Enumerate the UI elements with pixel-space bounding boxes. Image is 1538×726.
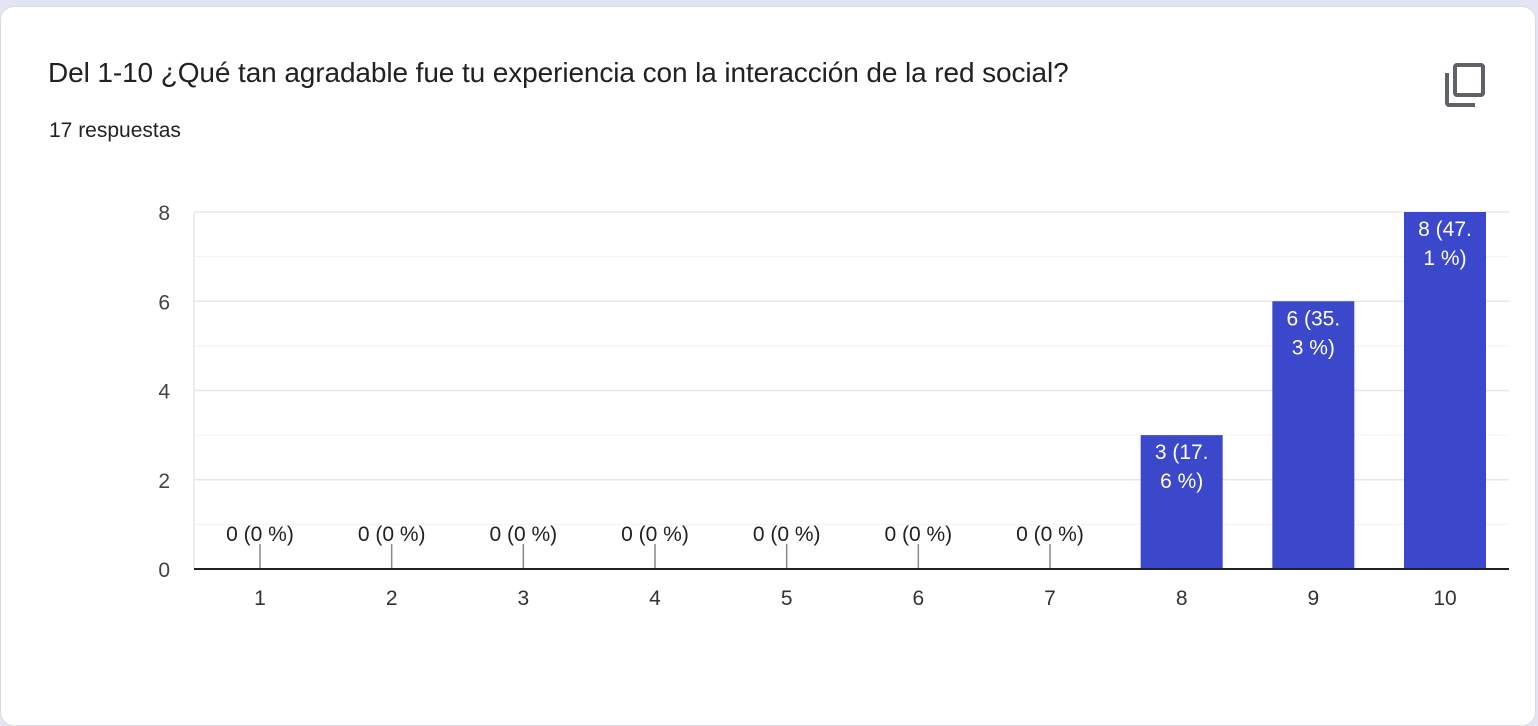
bar-data-label: 0 (0 %)	[621, 523, 689, 546]
x-tick-label: 4	[649, 587, 661, 610]
bar-data-label: 6 %)	[1160, 470, 1203, 493]
y-tick-label: 2	[158, 470, 170, 493]
bar-data-label: 0 (0 %)	[753, 523, 821, 546]
bar[interactable]	[1404, 212, 1486, 569]
x-tick-label: 1	[254, 587, 266, 610]
bar-data-label: 8 (47.	[1418, 218, 1472, 241]
x-tick-label: 5	[781, 587, 793, 610]
bar-data-label: 6 (35.	[1286, 307, 1340, 330]
x-tick-label: 7	[1044, 587, 1056, 610]
bar[interactable]	[1272, 301, 1355, 569]
bar-data-label: 0 (0 %)	[358, 523, 426, 546]
x-tick-label: 2	[386, 587, 398, 610]
bar-data-label: 0 (0 %)	[226, 523, 294, 546]
x-tick-label: 3	[517, 587, 529, 610]
y-tick-label: 0	[158, 559, 170, 582]
copy-icon	[1445, 63, 1485, 107]
x-tick-label: 6	[912, 587, 924, 610]
x-tick-label: 9	[1307, 587, 1319, 610]
bar[interactable]	[1140, 435, 1223, 569]
y-tick-label: 6	[158, 291, 170, 314]
bar-data-label: 1 %)	[1423, 247, 1466, 270]
bar-data-label: 0 (0 %)	[489, 523, 557, 546]
y-tick-label: 4	[158, 381, 170, 404]
question-title: Del 1-10 ¿Qué tan agradable fue tu exper…	[48, 57, 1069, 88]
x-tick-label: 8	[1176, 587, 1188, 610]
y-tick-label: 8	[158, 202, 170, 225]
copy-chart-button[interactable]	[1437, 57, 1493, 113]
bar-data-label: 0 (0 %)	[884, 523, 952, 546]
bar-data-label: 3 (17.	[1155, 441, 1209, 464]
bar-data-label: 0 (0 %)	[1016, 523, 1084, 546]
x-tick-label: 10	[1433, 587, 1456, 610]
bar-data-label: 3 %)	[1292, 336, 1335, 359]
response-count: 17 respuestas	[49, 119, 181, 142]
